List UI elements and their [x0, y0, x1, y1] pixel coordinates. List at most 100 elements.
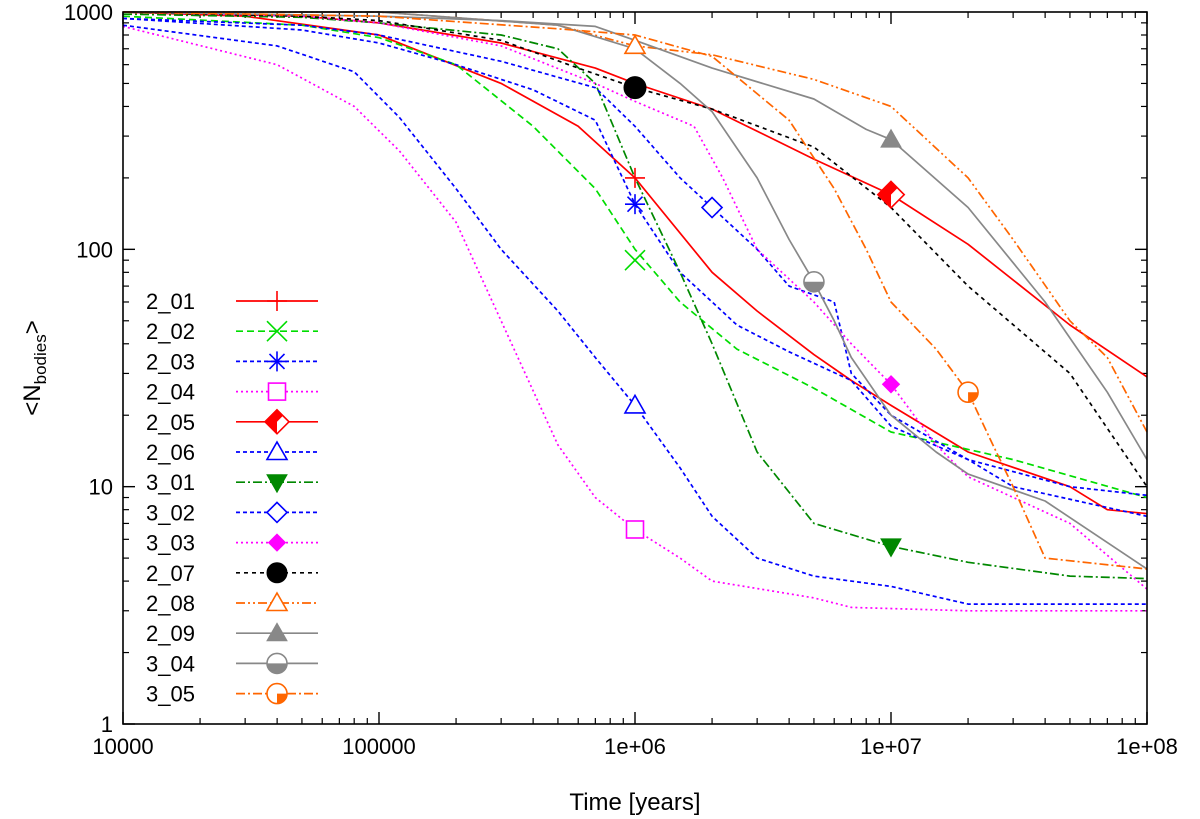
marker-fill [277, 409, 283, 422]
data-point-2_06 [623, 393, 647, 414]
y-tick-label: 10 [89, 475, 113, 500]
data-point-2_03 [625, 194, 645, 215]
marker-shape [265, 591, 289, 612]
marker-fill [968, 392, 979, 403]
legend-entry-2_04: 2_04 [146, 380, 318, 405]
marker-shape [700, 196, 724, 219]
series-line-2_04 [122, 25, 1147, 612]
legend-marker [267, 291, 287, 311]
data-point-2_09 [880, 128, 902, 148]
series-line-2_06 [122, 24, 1147, 605]
legend-entry-2_06: 2_06 [146, 440, 318, 465]
marker-stroke [624, 249, 646, 271]
data-point-2_08 [623, 34, 647, 55]
legend-marker [267, 533, 287, 552]
marker-fill [891, 181, 898, 195]
legend-marker [266, 320, 288, 342]
marker-shape [266, 474, 288, 494]
legend-marker [266, 562, 288, 584]
marker-shape [265, 501, 289, 524]
legend-entry-3_04: 3_04 [146, 651, 318, 676]
y-axis-title: <Nbodies> [19, 320, 50, 415]
data-point-2_07 [623, 76, 647, 100]
marker-stroke [268, 353, 286, 370]
legend-marker [265, 440, 289, 461]
legend-entry-3_05: 3_05 [146, 682, 318, 707]
legend-entry-2_07: 2_07 [146, 561, 318, 586]
marker-shape [623, 76, 647, 100]
series-line-3_04 [123, 11, 1148, 570]
marker-shape [266, 622, 288, 642]
legend-label: 2_09 [146, 621, 195, 646]
data-point-3_01 [880, 538, 902, 558]
legend-label: 2_01 [146, 289, 195, 314]
marker-fill [265, 409, 277, 434]
data-point-2_01 [625, 167, 645, 188]
legend-entry-2_01: 2_01 [146, 289, 318, 314]
marker-stroke [626, 196, 644, 213]
x-tick-label: 100000 [342, 734, 415, 759]
marker-shape [267, 382, 287, 401]
legend-label: 2_06 [146, 440, 195, 465]
marker-fill [803, 281, 824, 292]
tick-labels: 10000 100000 1e+06 1e+07 1e+08 1 10 100 1000 [64, 0, 1178, 759]
marker-fill [877, 181, 891, 208]
legend-entry-2_08: 2_08 [146, 591, 318, 616]
y-tick-label: 1 [101, 712, 113, 737]
legend-label: 2_08 [146, 591, 195, 616]
y-axis-title-sub: bodies [31, 334, 50, 384]
legend-label: 2_07 [146, 561, 195, 586]
data-point-3_02 [700, 196, 724, 219]
marker-shape [623, 34, 647, 55]
legend-entry-2_02: 2_02 [146, 319, 318, 344]
series-line-3_03 [122, 11, 1148, 590]
series-line-2_03 [122, 17, 1148, 497]
legend-label: 2_05 [146, 410, 195, 435]
legend-entry-2_09: 2_09 [146, 621, 318, 646]
data-point-3_05 [957, 381, 979, 404]
legend-marker [266, 622, 288, 642]
marker-shape [267, 533, 287, 552]
legend-label: 2_03 [146, 349, 195, 374]
marker-shape [880, 538, 902, 558]
series-line-3_02 [122, 17, 1148, 518]
x-tick-label: 10000 [92, 734, 153, 759]
x-tick-label: 1e+06 [604, 734, 666, 759]
legend: 2_01 2_02 2_03 2_04 2_05 2_06 3_01 3_02 3_03 2_07… [146, 289, 318, 707]
data-point-2_02 [624, 249, 646, 271]
legend-entry-3_03: 3_03 [146, 531, 318, 556]
legend-entry-2_05: 2_05 [146, 408, 318, 435]
legend-label: 3_05 [146, 682, 195, 707]
legend-label: 2_02 [146, 319, 195, 344]
marker-stroke [266, 320, 288, 342]
marker-fill [267, 663, 287, 674]
legend-marker [266, 682, 288, 705]
x-tick-label: 1e+08 [1116, 734, 1178, 759]
plot-frame [122, 11, 1148, 725]
legend-entry-2_03: 2_03 [146, 349, 318, 374]
x-axis-title: Time [years] [569, 789, 700, 816]
marker-fill [277, 693, 287, 704]
legend-marker [267, 382, 287, 401]
data-point-3_04 [803, 270, 825, 293]
legend-entry-3_02: 3_02 [146, 500, 318, 525]
y-tick-label: 1000 [64, 0, 113, 25]
series-markers [623, 34, 979, 558]
data-point-3_03 [881, 375, 901, 394]
marker-shape [266, 562, 288, 584]
marker-shape [881, 375, 901, 394]
data-point-2_04 [625, 520, 645, 539]
y-axis-title-main: <N [19, 384, 46, 415]
x-tick-label: 1e+07 [860, 734, 922, 759]
legend-label: 2_04 [146, 380, 195, 405]
legend-marker [265, 501, 289, 524]
series-line-2_02 [122, 15, 1148, 499]
marker-shape [265, 440, 289, 461]
legend-entry-3_01: 3_01 [146, 470, 318, 495]
series-line-2_08 [123, 11, 1148, 433]
legend-marker [266, 474, 288, 494]
legend-marker [266, 652, 288, 675]
legend-label: 3_01 [146, 470, 195, 495]
series-line-2_07 [122, 11, 1148, 488]
